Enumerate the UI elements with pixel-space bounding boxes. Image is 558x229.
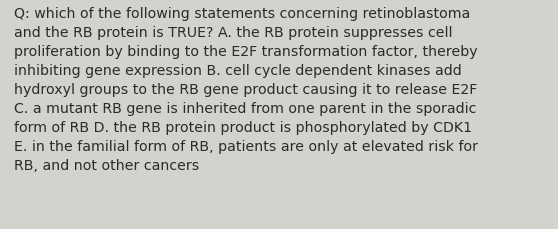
Text: Q: which of the following statements concerning retinoblastoma
and the RB protei: Q: which of the following statements con…: [14, 7, 478, 172]
